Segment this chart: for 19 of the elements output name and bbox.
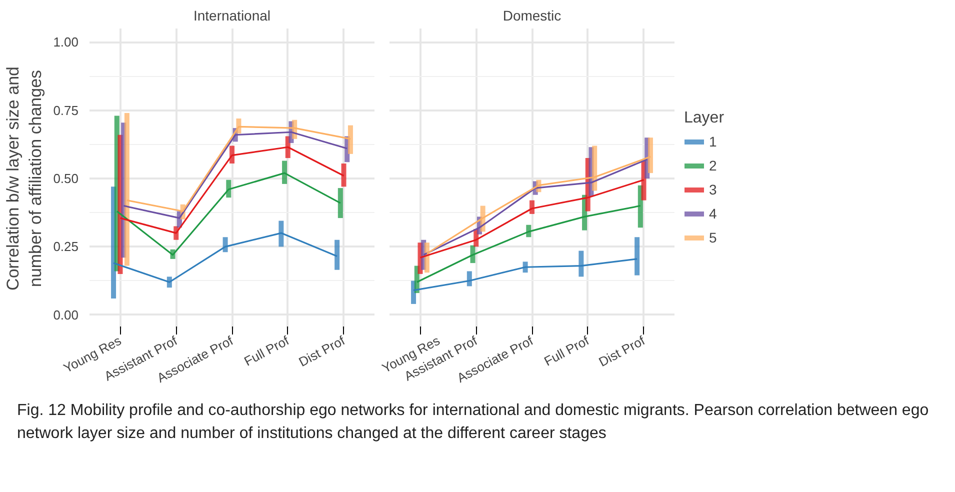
y-tick-label: 1.00 — [53, 34, 79, 50]
chart-title: International — [193, 8, 271, 24]
y-axis-title: Correlation b/w layer size and number of affiliation changes — [3, 66, 46, 290]
x-tick-label: Dist Prof — [296, 332, 348, 370]
chart-title: Domestic — [502, 8, 562, 24]
y-tick-label: 0.75 — [53, 102, 79, 118]
legend-label: 3 — [709, 182, 718, 198]
x-tick-label: Full Prof — [542, 332, 592, 369]
x-tick-label: Dist Prof — [596, 332, 648, 370]
caption: Fig. 12 Mobility profile and co-authorship ego networks for international and domestic migrants. Pearson correlation between ego network layer size and number of institutions changed at the different career stages — [17, 401, 930, 444]
legend-label: 1 — [709, 134, 718, 150]
x-tick-label: Full Prof — [242, 332, 292, 369]
y-tick-label: 0.25 — [53, 239, 79, 254]
y-tick-label: 0.00 — [53, 307, 79, 322]
legend-label: 4 — [709, 206, 718, 222]
legend-title: Layer — [684, 110, 726, 128]
legend-label: 2 — [709, 158, 718, 174]
y-tick-label: 0.50 — [53, 171, 79, 186]
legend-label: 5 — [709, 230, 718, 246]
